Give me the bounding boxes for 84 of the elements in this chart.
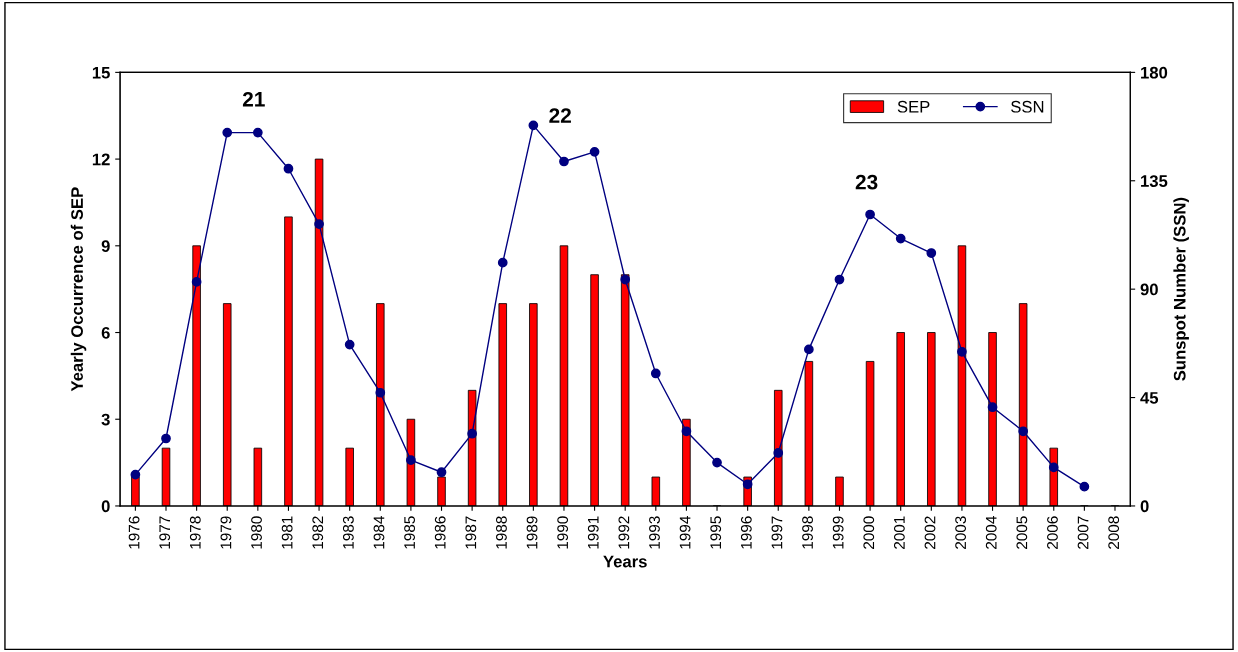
point xyxy=(987,402,998,413)
point xyxy=(252,127,263,138)
point xyxy=(191,277,202,287)
y-tick-label: 3 xyxy=(101,413,110,426)
point xyxy=(650,368,661,379)
y-tick-label: 0 xyxy=(101,500,110,513)
x-tick-label: 1986 xyxy=(434,516,446,549)
y2-tick-label: 135 xyxy=(1141,175,1168,187)
point xyxy=(467,428,477,439)
x-tick-label: 1978 xyxy=(189,516,201,549)
point xyxy=(1079,481,1090,492)
point xyxy=(589,146,600,157)
x-tick-label: 1993 xyxy=(649,516,660,549)
point xyxy=(375,387,386,398)
point xyxy=(283,163,294,174)
y-axis-title: Yearly Occurrence of SEP xyxy=(70,187,87,392)
x-tick-label: 2006 xyxy=(1047,516,1058,549)
point xyxy=(834,274,845,285)
x-axis-title: Years xyxy=(603,555,647,568)
x-tick-label: 2005 xyxy=(1016,516,1028,549)
point xyxy=(804,344,814,355)
x-tick-label: 1991 xyxy=(587,516,599,549)
y2-axis-title: Sunspot Number (SSN) xyxy=(1173,197,1189,381)
x-tick-label: 1983 xyxy=(342,516,354,549)
point xyxy=(865,209,875,220)
legend-label: SEP xyxy=(897,100,930,113)
point xyxy=(1018,426,1029,437)
x-tick-label: 2003 xyxy=(955,516,967,549)
y2-tick-label: 45 xyxy=(1140,392,1159,404)
point xyxy=(742,479,753,490)
x-tick-label: 1998 xyxy=(802,516,813,549)
x-tick-label: 1987 xyxy=(465,516,477,549)
x-tick-label: 1984 xyxy=(373,516,385,549)
point xyxy=(436,467,447,478)
x-tick-label: 1995 xyxy=(710,516,722,549)
y2-tick-label: 90 xyxy=(1140,283,1158,296)
point xyxy=(314,219,324,229)
point xyxy=(497,257,508,268)
point xyxy=(161,433,171,444)
point xyxy=(130,469,141,480)
point xyxy=(222,127,233,138)
x-tick-label: 1977 xyxy=(159,516,171,549)
y2-tick-label: 0 xyxy=(1140,500,1149,513)
x-tick-label: 1982 xyxy=(312,516,324,549)
annotation: 21 xyxy=(242,91,265,107)
x-tick-label: 1994 xyxy=(679,516,691,549)
x-tick-label: 2004 xyxy=(985,516,997,549)
x-tick-label: 1997 xyxy=(771,516,783,549)
point xyxy=(1048,462,1059,473)
x-tick-label: 1979 xyxy=(220,516,232,549)
x-tick-label: 1992 xyxy=(618,516,630,549)
y-tick-label: 9 xyxy=(101,240,110,253)
annotation: 23 xyxy=(855,174,878,190)
legend-label: SSN xyxy=(1011,100,1044,113)
y-tick-label: 15 xyxy=(92,66,110,79)
point xyxy=(895,233,906,244)
x-tick-label: 1981 xyxy=(281,516,293,549)
x-tick-label: 1999 xyxy=(832,516,844,549)
point xyxy=(528,120,539,131)
y-tick-label: 6 xyxy=(101,326,110,339)
x-tick-label: 1989 xyxy=(526,516,538,549)
y-tick-label: 12 xyxy=(92,153,110,166)
x-tick-label: 1985 xyxy=(404,516,415,549)
annotation: 22 xyxy=(549,108,571,123)
x-tick-label: 2001 xyxy=(893,516,905,549)
x-tick-label: 2008 xyxy=(1108,516,1120,549)
x-tick-label: 1988 xyxy=(496,516,507,549)
point xyxy=(344,339,355,350)
x-tick-label: 1996 xyxy=(740,516,752,549)
point xyxy=(712,457,722,468)
x-tick-label: 2007 xyxy=(1077,516,1089,549)
y2-tick-label: 180 xyxy=(1141,66,1168,79)
point xyxy=(957,346,967,357)
x-tick-label: 2002 xyxy=(924,516,936,549)
point xyxy=(620,274,631,285)
point xyxy=(926,248,937,258)
point xyxy=(773,448,784,458)
x-tick-label: 1976 xyxy=(128,516,140,549)
x-tick-label: 1980 xyxy=(251,516,262,549)
point xyxy=(681,426,692,437)
point xyxy=(406,455,416,466)
point xyxy=(559,156,569,167)
x-tick-label: 2000 xyxy=(863,516,875,549)
x-tick-label: 1990 xyxy=(557,516,569,549)
